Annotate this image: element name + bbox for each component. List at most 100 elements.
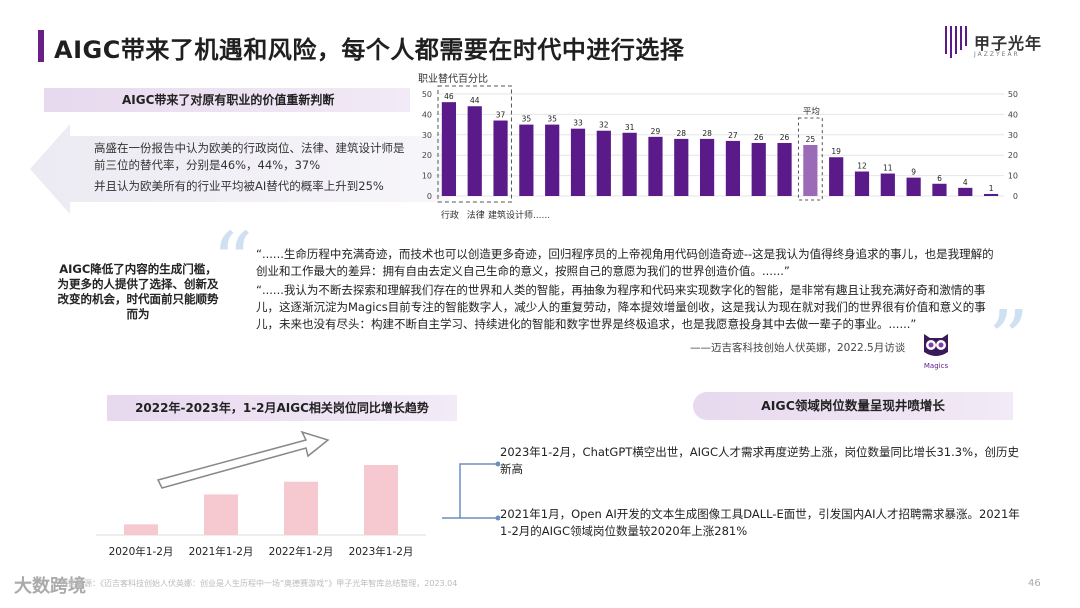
chart-bar (622, 132, 637, 196)
chart-data-label: 11 (883, 164, 893, 173)
chart-ytick-left: 0 (427, 192, 432, 201)
chart-data-label: 35 (547, 115, 557, 124)
magics-owl-logo: Magics (918, 330, 954, 370)
chart-bar (983, 193, 999, 196)
trend-category-label: 2023年1-2月 (349, 545, 414, 558)
owl-icon (924, 334, 948, 356)
chart-bar (932, 183, 947, 196)
chart-data-label: 27 (728, 131, 738, 140)
chart-average-label: 平均 (803, 106, 820, 117)
chart-bar (441, 102, 457, 196)
chart-bar (596, 130, 611, 196)
chart-bar (958, 187, 973, 196)
chart-data-label: 29 (651, 127, 661, 136)
logo-sub: JAZZYEAR (974, 51, 1020, 58)
trend-category-label: 2020年1-2月 (109, 545, 174, 558)
trend-arrow-shape (156, 430, 330, 489)
close-quote-icon: ” (988, 293, 1029, 386)
quote-2: “......我认为不断去探索和理解我们存在的世界和人类的智能，再抽象为程序和代… (256, 283, 986, 331)
chart-data-label: 28 (676, 129, 686, 138)
quote-attribution: ——迈吉客科技创始人伏英娜，2022.5月访谈 (690, 342, 906, 354)
chart-bar (854, 171, 870, 196)
chart-ylabel: 职业替代百分比 (418, 74, 488, 85)
chart-average-box (797, 117, 823, 201)
growth-banner: AIGC领域岗位数量呈现井喷增长 (693, 392, 1013, 420)
trend-bar (124, 524, 158, 535)
chart-bar (519, 124, 534, 196)
chart-ytick-right: 50 (1008, 90, 1018, 99)
jazzyear-logo-icon (945, 26, 967, 58)
title-accent-bar (38, 30, 44, 62)
footer-watermark-logo: 大数跨境 (14, 576, 86, 597)
owl-label: Magics (923, 362, 949, 370)
chart-bar (648, 136, 663, 196)
chart-ytick-right: 20 (1008, 151, 1018, 160)
chart-ytick-right: 40 (1008, 110, 1018, 119)
trend-category-label: 2021年1-2月 (189, 545, 254, 558)
chart-bar (467, 106, 482, 196)
timeline-item-2021: 2021年1月，Open AI开发的文本生成图像工具DALL-E面世，引发国内A… (500, 507, 1020, 538)
chart-data-label: 26 (780, 133, 790, 142)
chart-ytick-left: 50 (422, 90, 432, 99)
section1-para1: 高盛在一份报告中认为欧美的行政岗位、法律、建筑设计师是前三位的替代率，分别是46… (94, 141, 405, 172)
trend-bar (204, 494, 238, 535)
chart-data-label: 44 (470, 96, 480, 105)
chart-bar (725, 140, 741, 196)
chart-bar (493, 120, 508, 196)
chart-data-label: 35 (522, 115, 532, 124)
chart-ytick-left: 20 (422, 151, 432, 160)
chart-data-label: 12 (857, 162, 867, 171)
chart-bar (751, 142, 766, 196)
chart-data-label: 25 (806, 135, 816, 144)
chart-bar (777, 142, 792, 196)
jazzyear-logo: 甲子光年 JAZZYEAR (944, 24, 1054, 64)
page-title: AIGC带来了机遇和风险，每个人都需要在时代中进行选择 (54, 36, 685, 64)
chart-data-label: 46 (444, 92, 454, 101)
timeline-connector (442, 461, 500, 521)
chart-ytick-right: 10 (1008, 172, 1018, 181)
chart-bar (570, 128, 586, 196)
left-arrow-band (30, 124, 450, 214)
trend-banner: 2022年-2023年，1-2月AIGC相关岗位同比增长趋势 (107, 395, 457, 421)
chart-ytick-right: 0 (1013, 192, 1018, 201)
chart-bar (545, 124, 560, 196)
trend-bar (364, 465, 398, 535)
section1-banner: AIGC带来了对原有职业的价值重新判断 (44, 88, 410, 112)
chart-bar-average (803, 145, 818, 196)
chart-ytick-right: 30 (1008, 131, 1018, 140)
quote-1: “......生命历程中充满奇迹，而技术也可以创造更多奇迹，回归程序员的上帝视角… (256, 247, 994, 278)
chart-data-label: 1 (989, 184, 994, 193)
chart-data-label: 31 (625, 123, 635, 132)
trend-arrow (156, 430, 330, 489)
chart-bar (906, 177, 921, 196)
chart-data-label: 9 (911, 168, 916, 177)
chart-highlight-box (437, 85, 512, 203)
trend-category-label: 2022年1-2月 (269, 545, 334, 558)
chart-bar (674, 138, 689, 196)
chart-ytick-left: 10 (422, 172, 432, 181)
section1-para2: 并且认为欧美所有的行业平均被AI替代的概率上升到25% (94, 179, 384, 193)
chart-data-label: 33 (573, 119, 583, 128)
trend-bar (284, 481, 318, 535)
page-number: 46 (1028, 578, 1041, 589)
chart-ytick-left: 40 (422, 110, 432, 119)
chart-data-label: 28 (702, 129, 712, 138)
chart-data-label: 19 (831, 147, 841, 156)
chart-highlight-label: 法律 (467, 209, 485, 221)
chart-data-label: 37 (496, 111, 506, 120)
chart-ytick-left: 30 (422, 131, 432, 140)
chart-highlight-label: 行政 (441, 209, 459, 221)
chart-bar (699, 138, 715, 196)
chart-bar (880, 173, 895, 196)
footer-source: 数据来源：《迈吉客科技创始人伏英娜：创业是人生历程中一场“奥德赛游戏”》甲子光年… (60, 579, 458, 588)
chart-highlight-label: 建筑设计师...... (488, 209, 550, 221)
timeline-item-2023: 2023年1-2月，ChatGPT横空出世，AIGC人才需求再度逆势上涨，岗位数… (500, 445, 1020, 476)
chart-data-label: 26 (754, 133, 764, 142)
left-summary-text: AIGC降低了内容的生成门槛，为更多的人提供了选择、创新及改变的机会，时代面前只… (57, 262, 219, 321)
chart-bar (829, 157, 844, 196)
chart-data-label: 6 (937, 174, 942, 183)
chart-data-label: 4 (963, 178, 968, 187)
chart-data-label: 32 (599, 121, 609, 130)
logo-name: 甲子光年 (974, 34, 1043, 53)
